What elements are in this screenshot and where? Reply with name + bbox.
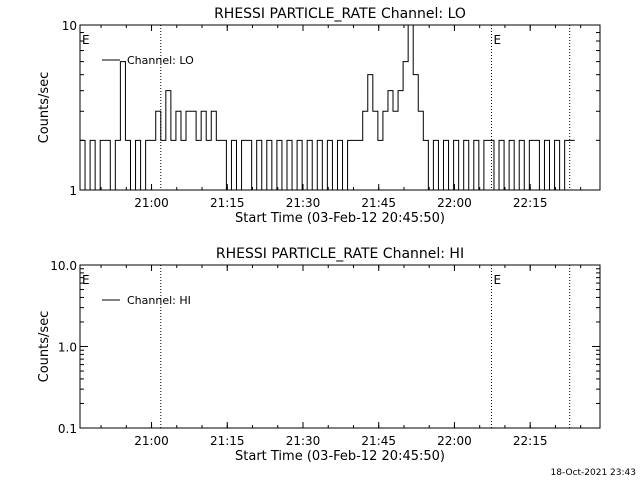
legend-label: Channel: LO	[127, 54, 194, 67]
y-axis-label: Counts/sec	[37, 72, 52, 144]
y-tick-label: 1	[69, 184, 77, 198]
x-axis-label: Start Time (03-Feb-12 20:45:50)	[235, 211, 445, 226]
plot-frame	[79, 264, 601, 429]
x-tick-label: 21:00	[134, 434, 169, 448]
y-tick-label: 10	[62, 19, 77, 33]
x-tick-label: 21:15	[210, 434, 245, 448]
y-tick-label: 10.0	[50, 259, 77, 273]
x-tick-label: 21:30	[286, 434, 321, 448]
generation-timestamp: 18-Oct-2021 23:43	[550, 468, 636, 478]
x-tick-label: 22:00	[437, 196, 472, 210]
series-line	[80, 24, 575, 191]
chart-panel-2: RHESSI PARTICLE_RATE Channel: HI 21:00 21:…	[37, 246, 601, 464]
event-marker: E	[493, 273, 501, 287]
event-marker: E	[493, 33, 501, 47]
x-axis-label: Start Time (03-Feb-12 20:45:50)	[235, 449, 445, 464]
legend-label: Channel: HI	[127, 294, 191, 307]
chart-title: RHESSI PARTICLE_RATE Channel: LO	[214, 6, 466, 22]
event-marker: E	[82, 33, 90, 47]
x-tick-label: 21:45	[361, 434, 396, 448]
y-tick-label: 0.1	[58, 422, 77, 436]
x-tick-label: 22:15	[513, 196, 548, 210]
x-tick-label: 21:30	[286, 196, 321, 210]
event-marker: E	[82, 273, 90, 287]
chart-title: RHESSI PARTICLE_RATE Channel: HI	[216, 246, 464, 262]
x-tick-label: 22:00	[437, 434, 472, 448]
x-tick-label: 22:15	[513, 434, 548, 448]
y-axis-label: Counts/sec	[37, 311, 52, 383]
y-tick-label: 1.0	[58, 341, 77, 355]
x-tick-label: 21:15	[210, 196, 245, 210]
chart-panel-1: RHESSI PARTICLE_RATE Channel: LO 21:00 21:…	[37, 6, 601, 226]
plot-frame	[79, 24, 601, 191]
x-tick-label: 21:00	[134, 196, 169, 210]
x-tick-label: 21:45	[361, 196, 396, 210]
